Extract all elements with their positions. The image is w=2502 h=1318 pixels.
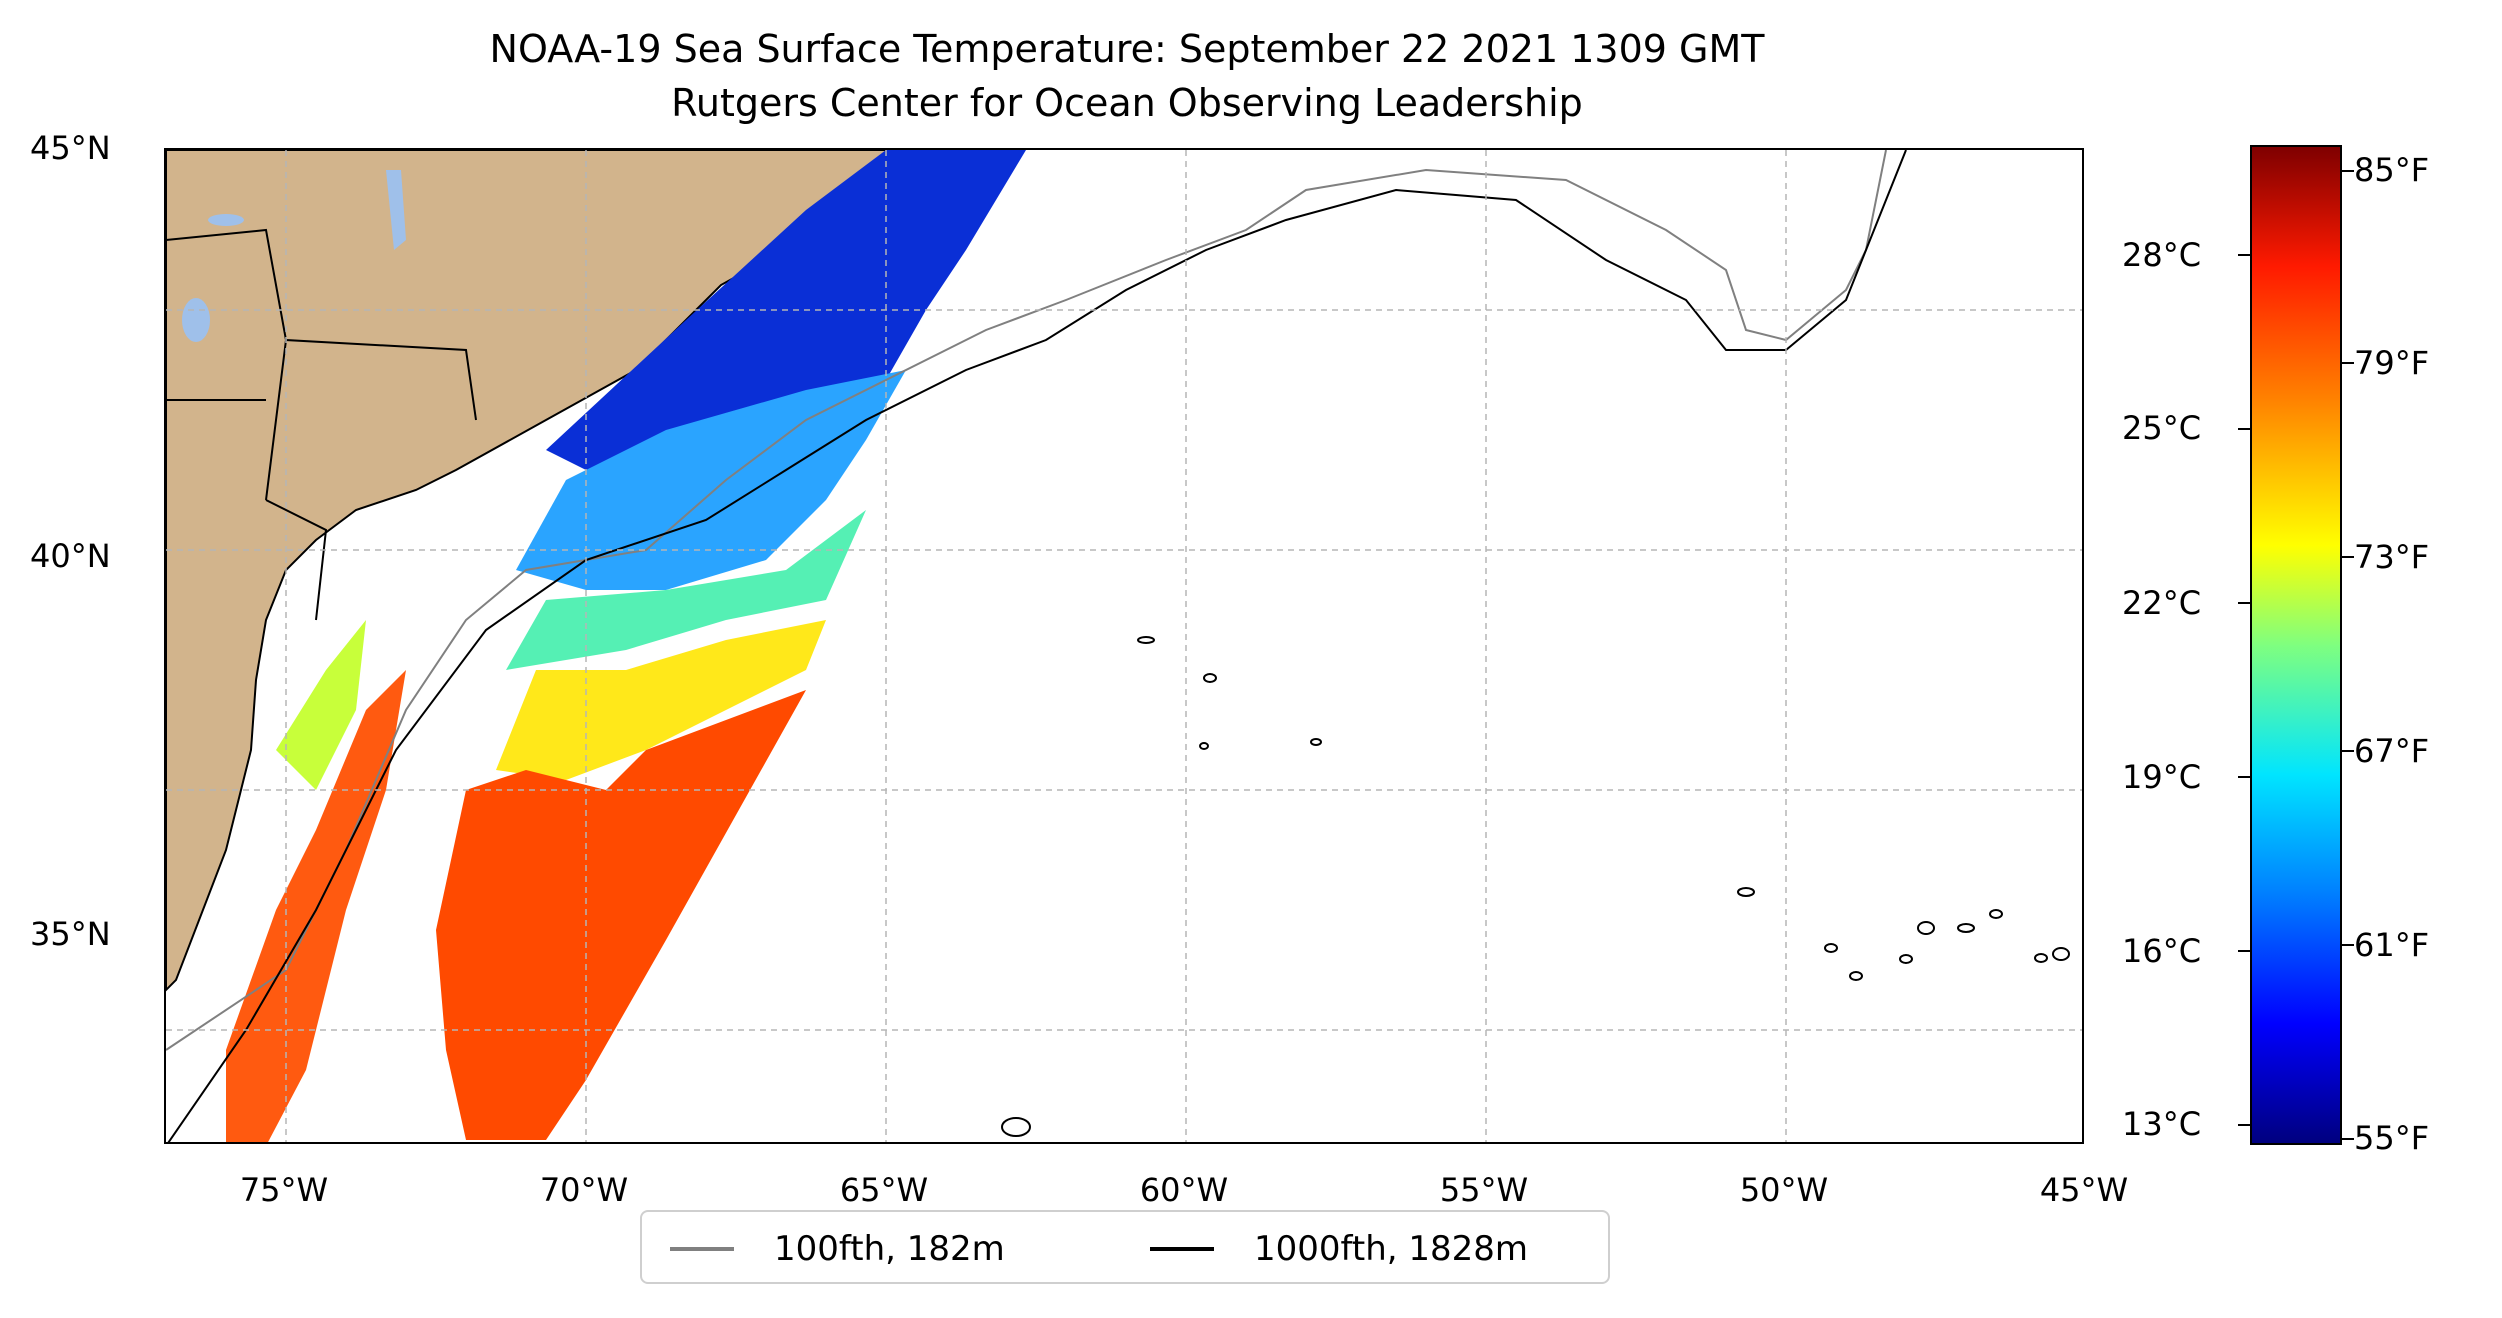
colorbar-tick [2342,750,2354,752]
colorbar-label-19c: 19°C [2122,758,2202,796]
map-gridlines [166,150,2082,1142]
sst-nearshore-mid [276,620,366,790]
lon-label-45w: 45°W [2039,1171,2129,1209]
lon-label-50w: 50°W [1739,1171,1829,1209]
sst-nearshore [226,670,406,1142]
lake [182,298,210,342]
sst-map [164,148,2084,1144]
colorbar-tick [2238,254,2250,256]
legend-swatch-100fth [670,1247,734,1251]
colorbar-label-13c: 13°C [2122,1105,2202,1143]
lat-label-45n: 45°N [30,129,111,167]
colorbar-tick [2238,602,2250,604]
chart-title: NOAA-19 Sea Surface Temperature: Septemb… [489,27,1765,71]
sst-swath-hot [436,690,806,1140]
legend-swatch-1000fth [1150,1247,1214,1251]
colorbar-label-16c: 16°C [2122,932,2202,970]
seamount [1310,738,1322,746]
seamount [2034,953,2048,963]
colorbar-tick [2342,362,2354,364]
colorbar-label-61f: 61°F [2354,926,2430,964]
sst-swath-mid [506,510,866,670]
seamount [1824,943,1838,953]
seamount [1899,954,1913,964]
lat-label-40n: 40°N [30,537,111,575]
colorbar-tick [2342,944,2354,946]
seamount [1203,673,1217,683]
seamount [1849,971,1863,981]
chart-subtitle: Rutgers Center for Ocean Observing Leade… [671,81,1583,125]
lake [208,214,244,226]
seamount [1199,742,1209,750]
temperature-colorbar [2250,145,2342,1145]
lake [386,170,406,250]
colorbar-tick [2238,428,2250,430]
seamount [1917,921,1935,935]
colorbar-label-55f: 55°F [2354,1119,2430,1157]
colorbar-tick [2238,776,2250,778]
colorbar-label-22c: 22°C [2122,584,2202,622]
lat-label-35n: 35°N [30,915,111,953]
colorbar-label-73f: 73°F [2354,538,2430,576]
lon-label-70w: 70°W [539,1171,629,1209]
sst-swath-warm [496,620,826,780]
lon-label-60w: 60°W [1139,1171,1229,1209]
isobath-100fth [166,150,1887,1051]
colorbar-label-25c: 25°C [2122,409,2202,447]
seamount [1001,1117,1031,1137]
isobath-legend: 100fth, 182m 1000fth, 1828m [640,1210,1610,1284]
colorbar-label-79f: 79°F [2354,344,2430,382]
seamount [1137,636,1155,644]
colorbar-tick [2238,950,2250,952]
colorbar-tick [2342,556,2354,558]
colorbar-tick [2238,1124,2250,1126]
seamount [1957,923,1975,933]
colorbar-label-85f: 85°F [2354,151,2430,189]
seamount [2052,947,2070,961]
colorbar-tick [2342,1138,2354,1140]
lon-label-75w: 75°W [239,1171,329,1209]
legend-label-100fth: 100fth, 182m [774,1229,1005,1269]
seamount [1989,909,2003,919]
lon-label-65w: 65°W [839,1171,929,1209]
legend-label-1000fth: 1000fth, 1828m [1254,1229,1529,1269]
colorbar-tick [2342,170,2354,172]
seamount [1737,887,1755,897]
colorbar-label-67f: 67°F [2354,732,2430,770]
colorbar-label-28c: 28°C [2122,236,2202,274]
isobath-1000fth [167,150,1907,1142]
lon-label-55w: 55°W [1439,1171,1529,1209]
sst-swath-cool [516,370,906,590]
